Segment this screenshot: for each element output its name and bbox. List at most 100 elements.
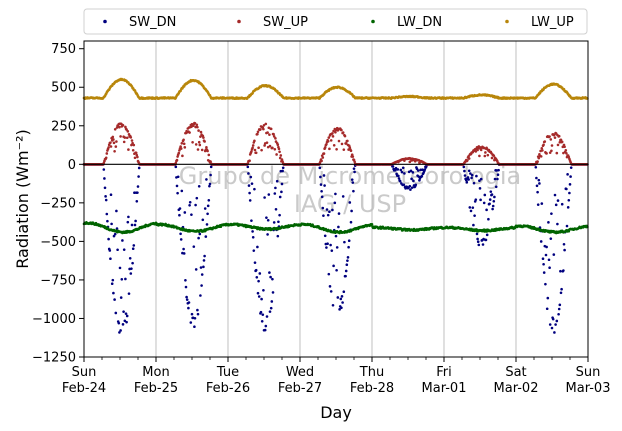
data-point — [348, 201, 352, 204]
data-point — [253, 261, 257, 264]
data-point — [118, 331, 121, 334]
data-point — [493, 177, 497, 181]
data-point — [560, 287, 563, 291]
data-point — [272, 135, 276, 138]
data-point — [466, 176, 470, 179]
data-point — [550, 212, 553, 215]
data-point — [104, 195, 107, 198]
data-point — [470, 173, 474, 177]
data-point — [200, 273, 204, 276]
data-point — [347, 239, 351, 243]
data-point — [323, 146, 327, 149]
data-point — [319, 183, 323, 186]
data-point — [335, 246, 339, 249]
data-point — [195, 196, 199, 200]
data-point — [563, 145, 566, 149]
data-point — [414, 183, 418, 187]
data-point — [109, 193, 113, 197]
data-point — [421, 168, 424, 171]
data-point — [136, 191, 139, 194]
data-point — [557, 312, 560, 316]
data-point — [109, 257, 112, 261]
data-point — [340, 306, 343, 310]
data-point — [209, 165, 213, 169]
data-point — [128, 256, 132, 260]
data-point — [326, 139, 330, 143]
data-point — [463, 174, 467, 177]
data-point — [352, 167, 356, 170]
data-point — [556, 222, 559, 226]
data-point — [256, 291, 260, 295]
data-point — [319, 175, 322, 179]
data-point — [546, 296, 550, 300]
data-point — [320, 189, 323, 193]
data-point — [478, 187, 482, 190]
data-point — [349, 149, 353, 153]
data-point — [467, 157, 471, 160]
data-point — [323, 234, 327, 238]
series-lw-up — [82, 77, 589, 100]
data-point — [555, 151, 559, 155]
data-point — [257, 279, 260, 283]
data-point — [197, 236, 200, 240]
data-point — [126, 130, 130, 133]
data-point — [183, 211, 187, 214]
data-point — [251, 146, 254, 150]
data-point — [275, 179, 279, 183]
data-point — [206, 212, 209, 216]
legend-label: LW_DN — [397, 15, 442, 30]
data-point — [209, 160, 212, 163]
data-point — [343, 134, 347, 138]
legend-label: SW_DN — [129, 15, 176, 30]
data-point — [118, 266, 122, 270]
data-point — [262, 124, 266, 127]
data-point — [411, 171, 415, 174]
data-point — [265, 216, 268, 219]
watermark-text: Grupo de Micrometeorologia — [179, 162, 521, 190]
data-point — [268, 144, 272, 148]
data-point — [267, 193, 271, 196]
data-point — [547, 221, 550, 224]
data-point — [134, 219, 137, 223]
data-point — [408, 160, 412, 164]
data-point — [256, 130, 260, 134]
x-tick-label: Tue — [216, 365, 239, 380]
data-point — [483, 193, 487, 197]
data-point — [196, 312, 200, 316]
data-point — [346, 259, 349, 262]
data-point — [484, 238, 488, 242]
data-point — [256, 245, 259, 249]
x-tick-label: Sat — [505, 365, 526, 380]
data-point — [338, 308, 341, 311]
data-point — [542, 271, 546, 274]
data-point — [202, 259, 206, 262]
data-point — [341, 301, 344, 304]
data-point — [200, 284, 203, 287]
data-point — [412, 179, 415, 183]
data-point — [270, 300, 274, 303]
data-point — [194, 143, 198, 146]
data-point — [342, 148, 346, 151]
data-point — [540, 202, 544, 205]
data-point — [113, 149, 116, 153]
x-tick-label: Sun — [576, 365, 601, 380]
data-point — [133, 191, 136, 195]
data-point — [197, 185, 201, 188]
data-point — [115, 140, 118, 143]
data-point — [113, 232, 117, 236]
data-point — [370, 222, 374, 226]
legend: SW_DN SW_UP LW_DN LW_UP — [83, 8, 588, 35]
data-point — [463, 169, 466, 173]
data-point — [542, 143, 545, 147]
data-point — [253, 187, 256, 191]
data-point — [273, 147, 277, 151]
data-point — [276, 234, 280, 238]
data-point — [102, 168, 106, 171]
data-point — [350, 209, 353, 213]
data-point — [337, 139, 341, 143]
data-point — [340, 142, 344, 146]
data-point — [208, 184, 211, 188]
data-point — [272, 132, 275, 136]
data-point — [246, 165, 250, 169]
data-point — [400, 170, 404, 174]
